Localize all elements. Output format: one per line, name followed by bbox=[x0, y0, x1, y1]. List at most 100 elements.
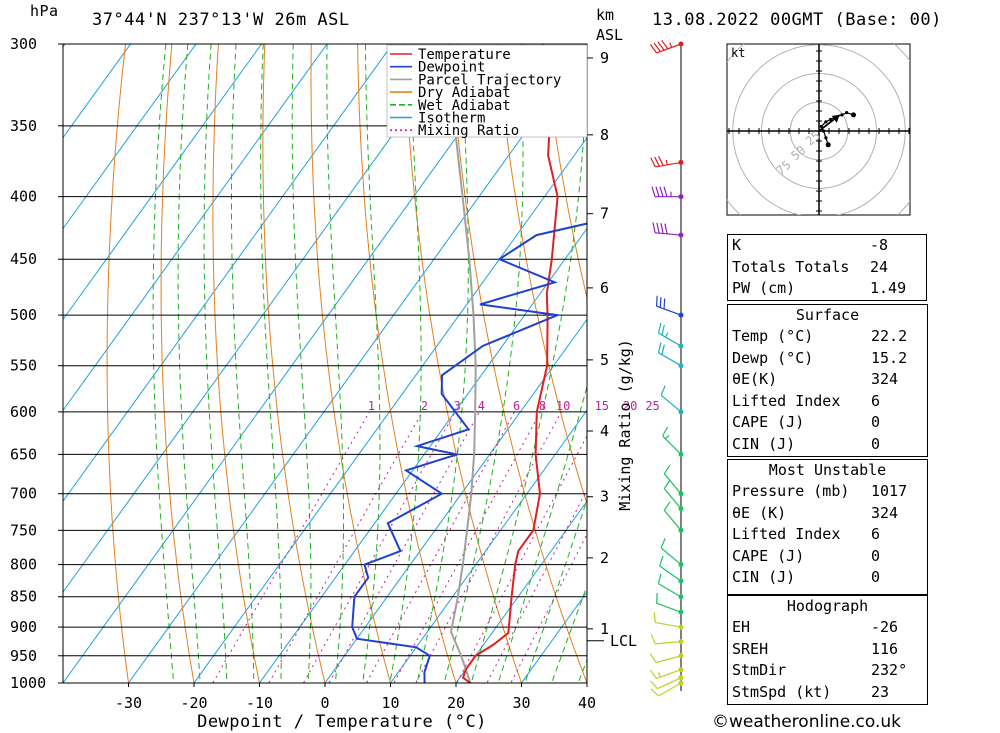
mixing-ratio-line bbox=[486, 489, 587, 683]
height-unit-label: km bbox=[596, 6, 615, 24]
index-row-pw: PW (cm) 1.49 bbox=[728, 278, 927, 300]
surface-row: CAPE (J) 0 bbox=[732, 413, 881, 432]
temperature-tick-label: -10 bbox=[246, 694, 273, 712]
wind-barb bbox=[657, 342, 684, 369]
temperature-tick-label: 30 bbox=[512, 694, 530, 712]
wind-barb bbox=[660, 538, 684, 568]
legend-entry: Isotherm bbox=[418, 111, 485, 127]
dry-adiabat-line bbox=[212, 44, 261, 683]
pressure-tick-label: 600 bbox=[10, 403, 37, 421]
temperature-tick-label: 20 bbox=[447, 694, 465, 712]
pressure-tick-label: 300 bbox=[10, 35, 37, 53]
dry-adiabat-line bbox=[106, 44, 130, 683]
wind-barb bbox=[662, 426, 684, 457]
isotherm-line bbox=[63, 44, 132, 139]
surface-row: CIN (J) 0 bbox=[732, 434, 881, 453]
temperature-tick-label: 10 bbox=[381, 694, 399, 712]
mixing-ratio-line bbox=[456, 434, 587, 683]
wind-barb bbox=[649, 653, 684, 664]
temperature-tick-label: 0 bbox=[320, 694, 329, 712]
km-tick-label: 9 bbox=[600, 49, 609, 67]
temperature-line bbox=[461, 44, 559, 683]
hodograph-start bbox=[825, 142, 831, 148]
wind-barb bbox=[649, 40, 684, 54]
km-tick-label: 8 bbox=[600, 126, 609, 144]
pressure-tick-label: 400 bbox=[10, 188, 37, 206]
index-label: PW (cm) bbox=[732, 279, 796, 297]
location-title: 37°44'N 237°13'W 26m ASL bbox=[92, 10, 350, 30]
most-unstable-panel: Most Unstable Pressure (mb) 1017 θE (K) 32… bbox=[727, 459, 928, 595]
dry-adiabat-line bbox=[449, 44, 587, 683]
hodo-row: StmDir 232° bbox=[732, 661, 908, 680]
surface-row: Lifted Index 6 bbox=[732, 391, 881, 410]
pressure-tick-label: 800 bbox=[10, 556, 37, 574]
wet-adiabat-line bbox=[203, 44, 228, 683]
plot-frame bbox=[62, 43, 588, 684]
pressure-tick-label: 750 bbox=[10, 521, 37, 539]
mixing-ratio-label: 8 bbox=[539, 399, 546, 413]
surface-row: Dewp (°C) 15.2 bbox=[732, 348, 908, 367]
mu-row: CAPE (J) 0 bbox=[732, 546, 881, 565]
mixing-ratio-label: 15 bbox=[595, 399, 609, 413]
temperature-tick-label: -30 bbox=[115, 694, 142, 712]
legend-entry: Mixing Ratio bbox=[418, 123, 519, 139]
hodograph-trace bbox=[820, 111, 854, 145]
mixing-ratio-label: 2 bbox=[421, 399, 428, 413]
mixing-ratio-label: 10 bbox=[556, 399, 570, 413]
wet-adiabat-line bbox=[260, 44, 282, 683]
wind-barb bbox=[659, 555, 684, 584]
height-unit-label-asl: ASL bbox=[596, 26, 624, 44]
wet-adiabat-line bbox=[231, 44, 255, 683]
km-tick-label: 4 bbox=[600, 422, 609, 440]
legend-entry: Parcel Trajectory bbox=[418, 72, 561, 88]
mixing-ratio-label: 3 bbox=[454, 399, 461, 413]
mixing-ratio-line bbox=[302, 411, 456, 683]
datetime-title: 13.08.2022 00GMT (Base: 00) bbox=[652, 10, 942, 30]
pressure-tick-label: 950 bbox=[10, 647, 37, 665]
hodograph-panel: Hodograph EH -26 SREH 116 StmDir 232° StmSp… bbox=[727, 595, 928, 705]
legend-entry: Wet Adiabat bbox=[418, 98, 511, 114]
wet-adiabat-line bbox=[152, 44, 175, 683]
pressure-tick-label: 550 bbox=[10, 357, 37, 375]
km-tick-label: 7 bbox=[600, 205, 609, 223]
wet-adiabat-line bbox=[326, 44, 344, 683]
wind-barb bbox=[650, 633, 684, 645]
mixing-ratio-line bbox=[393, 411, 541, 683]
mixing-ratio-label: 25 bbox=[645, 399, 659, 413]
isotherm-line bbox=[193, 136, 587, 683]
wind-barb bbox=[650, 155, 684, 168]
mixing-ratio-line bbox=[365, 411, 516, 683]
mixing-ratio-label: 20 bbox=[623, 399, 637, 413]
km-tick-label: 5 bbox=[600, 351, 609, 369]
dry-adiabat-line bbox=[357, 44, 457, 683]
most-unstable-title: Most Unstable bbox=[768, 461, 887, 479]
wet-adiabat-line bbox=[291, 44, 312, 683]
pressure-unit-label: hPa bbox=[30, 2, 59, 20]
mu-row: CIN (J) 0 bbox=[732, 568, 881, 587]
pressure-tick-label: 500 bbox=[10, 306, 37, 324]
mixing-ratio-axis-title: Mixing Ratio (g/kg) bbox=[616, 339, 634, 511]
km-tick-label: 1 bbox=[600, 620, 609, 638]
mixing-ratio-label: 1 bbox=[368, 399, 375, 413]
legend-entry: Dry Adiabat bbox=[418, 85, 511, 101]
wind-barb bbox=[663, 479, 684, 512]
index-row-k: K -8 bbox=[728, 235, 927, 257]
isotherm-line bbox=[63, 44, 197, 230]
mixing-ratio-line bbox=[212, 411, 370, 683]
mixing-ratio-label: 6 bbox=[513, 399, 520, 413]
index-label: K bbox=[732, 236, 742, 254]
pressure-tick-label: 900 bbox=[10, 618, 37, 636]
km-tick-label: 6 bbox=[600, 279, 609, 297]
mixing-ratio-label: 4 bbox=[478, 399, 485, 413]
dry-adiabat-line bbox=[160, 44, 195, 683]
index-label: Totals Totals bbox=[732, 257, 850, 276]
isotherm-line bbox=[258, 227, 587, 683]
index-row-tt: Totals Totals 24 bbox=[728, 257, 927, 279]
wet-adiabat-line bbox=[362, 44, 381, 683]
wind-barb bbox=[650, 680, 684, 697]
wind-barb bbox=[653, 612, 684, 630]
isotherm-line bbox=[63, 44, 328, 412]
